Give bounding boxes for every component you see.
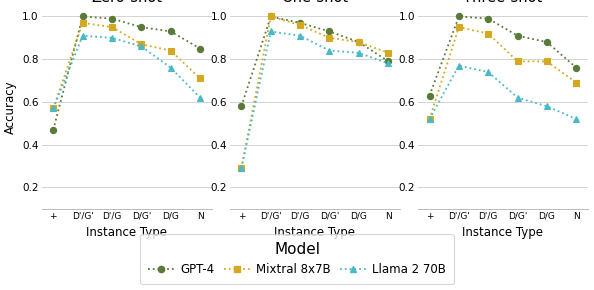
Title: Three-shot: Three-shot — [463, 0, 542, 5]
X-axis label: Instance Type: Instance Type — [274, 226, 355, 239]
X-axis label: Instance Type: Instance Type — [86, 226, 168, 239]
X-axis label: Instance Type: Instance Type — [462, 226, 544, 239]
Legend: GPT-4, Mixtral 8x7B, Llama 2 70B: GPT-4, Mixtral 8x7B, Llama 2 70B — [140, 234, 454, 284]
Title: Zero-shot: Zero-shot — [91, 0, 162, 5]
Title: One-shot: One-shot — [281, 0, 349, 5]
Y-axis label: Accuracy: Accuracy — [4, 81, 17, 134]
